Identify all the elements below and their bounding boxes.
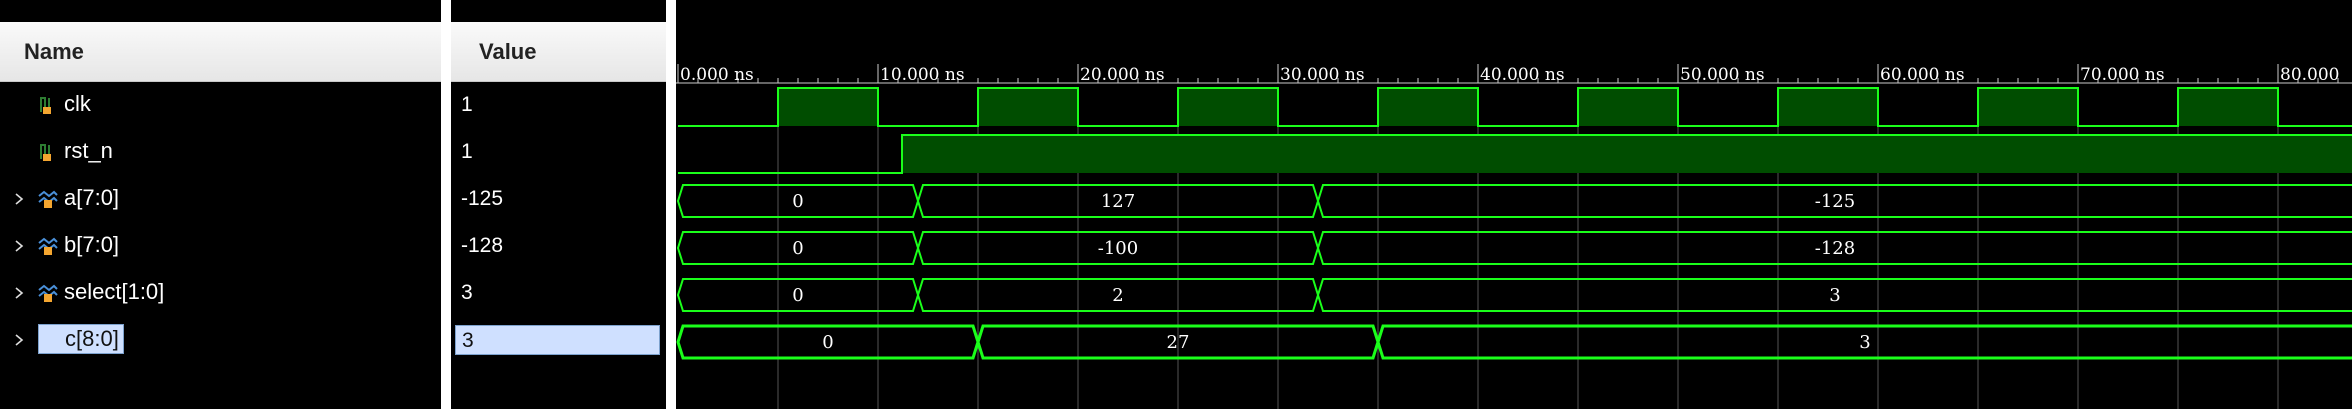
time-tick-label: 40.000 ns <box>1480 65 1565 85</box>
value-row[interactable]: 3 <box>451 270 666 317</box>
value-row[interactable]: -128 <box>451 223 666 270</box>
bus-value-label: 0 <box>792 191 803 212</box>
name-panel: Name clk rst_n a[7:0] b[7:0] select[1:0] c[8:… <box>0 22 441 409</box>
signal-row-a70[interactable]: a[7:0] <box>0 176 441 223</box>
bus-segment <box>676 231 920 265</box>
time-tick-label: 30.000 ns <box>1280 65 1365 85</box>
clk-high-pulse <box>1778 88 1878 126</box>
bus-segment <box>916 278 1320 312</box>
bit-signal-icon <box>38 141 58 163</box>
bus-segment <box>1316 184 2352 218</box>
signal-name: a[7:0] <box>64 185 120 210</box>
bus-value-label: 0 <box>822 332 833 353</box>
signal-name: rst_n <box>64 138 113 163</box>
signal-value: -125 <box>461 187 504 210</box>
chevron-right-icon[interactable] <box>14 193 24 205</box>
clk-high-pulse <box>1378 88 1478 126</box>
time-tick-label: 20.000 ns <box>1080 65 1165 85</box>
value-row[interactable]: -125 <box>451 176 666 223</box>
bus-segment <box>1316 231 2352 265</box>
value-header-label: Value <box>479 38 537 64</box>
signal-name: c[8:0] <box>38 324 124 354</box>
waveform-canvas[interactable]: 0.000 ns 10.000 ns 20.000 ns 30.000 ns 40.00… <box>676 0 2352 409</box>
value-panel: Value 1 1 -125 -128 3 3 <box>451 22 666 409</box>
bus-value-label: 27 <box>1167 332 1190 353</box>
signal-value: -128 <box>461 234 504 257</box>
value-column-header[interactable]: Value <box>451 22 666 82</box>
signal-value: 3 <box>461 281 473 304</box>
clk-high-pulse <box>778 88 878 126</box>
bus-segment <box>676 324 980 360</box>
bus-value-label: 127 <box>1101 191 1135 212</box>
bus-segment <box>676 184 920 218</box>
rst-high-region <box>902 135 2352 173</box>
clk-high-pulse <box>2178 88 2278 126</box>
bus-segment <box>916 231 1320 265</box>
time-tick-label: 10.000 ns <box>880 65 965 85</box>
time-tick-label: 50.000 ns <box>1680 65 1765 85</box>
signal-value: 1 <box>461 140 473 163</box>
name-column-header[interactable]: Name <box>0 22 441 82</box>
value-row[interactable]: 1 <box>451 129 666 176</box>
bus-signal-icon <box>38 282 58 304</box>
time-tick-label: 60.000 ns <box>1880 65 1965 85</box>
bus-segment <box>916 184 1320 218</box>
chevron-right-icon[interactable] <box>14 287 24 299</box>
bus-value-label: -125 <box>1815 191 1855 212</box>
bus-signal-icon <box>38 188 58 210</box>
signal-row-c80[interactable]: c[8:0] <box>0 317 441 364</box>
clk-waveform <box>678 87 2352 127</box>
signal-name: select[1:0] <box>64 279 165 304</box>
bus-value-label: 0 <box>792 238 803 259</box>
bus-segment <box>1316 278 2352 312</box>
rst-n-waveform <box>678 134 2352 174</box>
bus-segment <box>676 278 920 312</box>
clk-high-pulse <box>1578 88 1678 126</box>
value-row[interactable]: 3 <box>451 317 666 364</box>
bus-value-label: 0 <box>792 285 803 306</box>
bus-segment <box>976 324 1380 360</box>
bus-segment <box>1376 324 2352 360</box>
bus-value-label: 2 <box>1112 285 1123 306</box>
bus-value-label: -128 <box>1815 238 1855 259</box>
signal-value: 1 <box>461 93 473 116</box>
waveform-area[interactable]: 0.000 ns 10.000 ns 20.000 ns 30.000 ns 40.00… <box>676 0 2352 409</box>
clk-high-pulse <box>1178 88 1278 126</box>
signal-row-clk[interactable]: clk <box>0 82 441 129</box>
signal-row-select10[interactable]: select[1:0] <box>0 270 441 317</box>
signal-value: 3 <box>455 325 660 355</box>
bus-signal-icon <box>38 235 58 257</box>
name-header-label: Name <box>24 38 84 64</box>
waveform-splitter[interactable] <box>666 0 676 409</box>
signal-row-rst_n[interactable]: rst_n <box>0 129 441 176</box>
time-tick-label: 0.000 ns <box>680 65 754 85</box>
value-row[interactable]: 1 <box>451 82 666 129</box>
signal-name: clk <box>64 91 91 116</box>
toolbar-strip <box>0 0 666 22</box>
time-tick-label: 80.000 <box>2280 65 2339 85</box>
chevron-right-icon[interactable] <box>14 334 24 346</box>
bus-value-label: 3 <box>1859 332 1870 353</box>
bus-value-label: 3 <box>1829 285 1840 306</box>
bit-signal-icon <box>38 94 58 116</box>
clk-high-pulse <box>978 88 1078 126</box>
bus-value-label: -100 <box>1098 238 1138 259</box>
chevron-right-icon[interactable] <box>14 240 24 252</box>
signal-name: b[7:0] <box>64 232 120 257</box>
time-tick-label: 70.000 ns <box>2080 65 2165 85</box>
signal-row-b70[interactable]: b[7:0] <box>0 223 441 270</box>
clk-high-pulse <box>1978 88 2078 126</box>
column-splitter[interactable] <box>441 0 451 409</box>
